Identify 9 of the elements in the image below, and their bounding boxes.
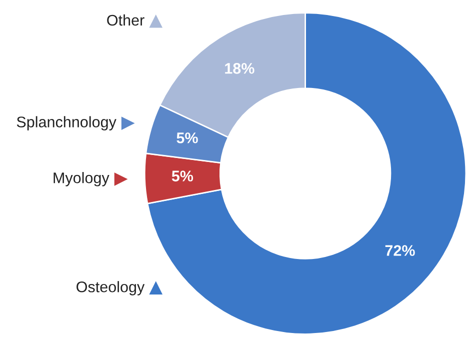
legend-label: Splanchnology: [16, 116, 116, 130]
data-label: 18%: [225, 63, 254, 74]
legend-label: Other: [107, 14, 144, 26]
legend-label: Osteology: [76, 281, 145, 296]
donut-slice: [146, 12, 467, 335]
legend-label: Myology: [54, 172, 110, 186]
data-label: 5%: [172, 170, 194, 182]
data-label: 72%: [385, 245, 415, 256]
data-label: 5%: [176, 132, 198, 144]
